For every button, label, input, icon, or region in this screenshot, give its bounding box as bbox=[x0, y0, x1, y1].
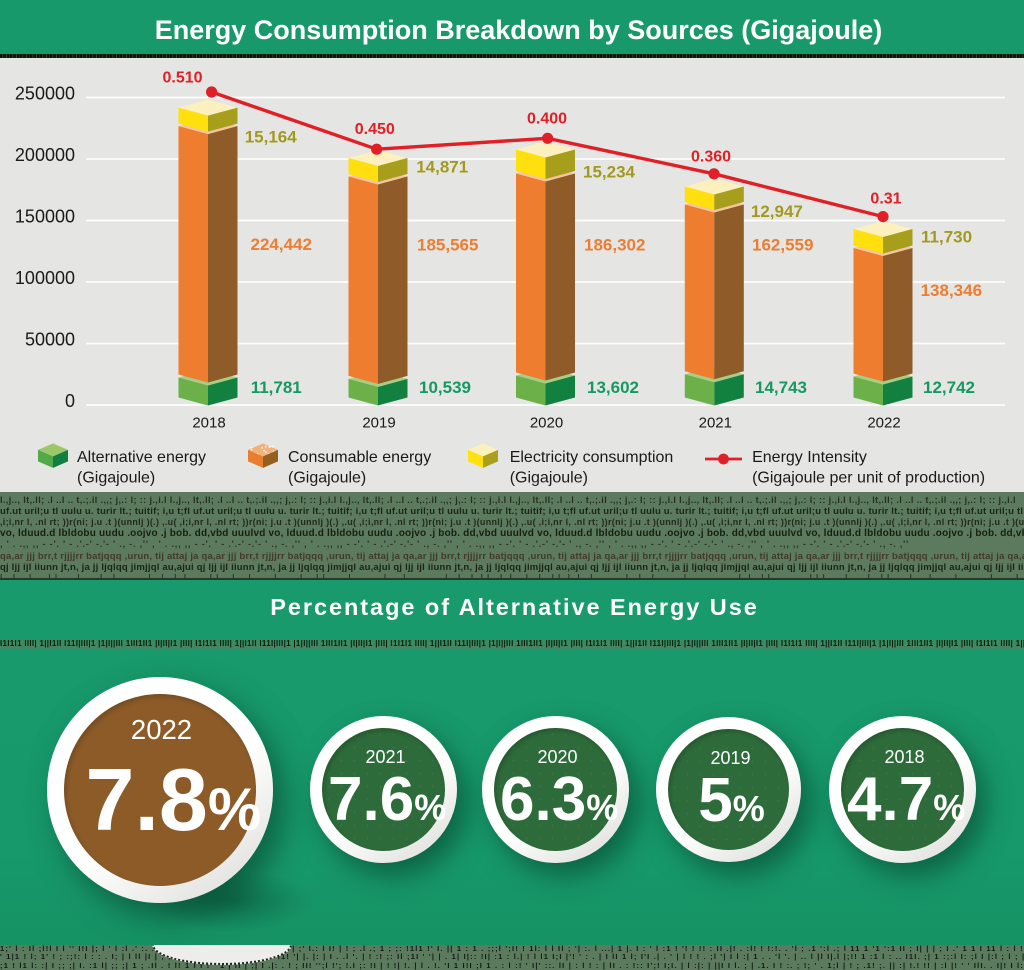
svg-text:2022: 2022 bbox=[867, 415, 900, 432]
svg-text:0.510: 0.510 bbox=[162, 70, 202, 87]
svg-text:138,346: 138,346 bbox=[921, 281, 982, 300]
svg-text:150000: 150000 bbox=[15, 207, 75, 227]
svg-text:11,730: 11,730 bbox=[921, 228, 972, 247]
svg-text:100000: 100000 bbox=[15, 268, 75, 288]
svg-text:Energy Intensity: Energy Intensity bbox=[752, 449, 867, 466]
svg-text:(Gigajoule): (Gigajoule) bbox=[510, 470, 588, 487]
svg-text:2020: 2020 bbox=[530, 415, 563, 432]
svg-text:185,565: 185,565 bbox=[417, 236, 478, 255]
svg-text:15,164: 15,164 bbox=[245, 127, 298, 146]
svg-text:0.31: 0.31 bbox=[870, 191, 901, 208]
svg-text:11,781: 11,781 bbox=[251, 378, 302, 397]
svg-text:162,559: 162,559 bbox=[752, 235, 813, 254]
svg-text:2018: 2018 bbox=[192, 415, 225, 432]
svg-text:0: 0 bbox=[65, 391, 75, 411]
svg-text:50000: 50000 bbox=[25, 330, 75, 350]
svg-text:(Gigajoule per unit of product: (Gigajoule per unit of production) bbox=[752, 470, 985, 487]
svg-text:(Gigajoule): (Gigajoule) bbox=[288, 470, 366, 487]
svg-text:186,302: 186,302 bbox=[584, 235, 645, 254]
svg-text:0.400: 0.400 bbox=[527, 111, 567, 128]
svg-text:Consumable energy: Consumable energy bbox=[288, 449, 431, 466]
svg-text:14,871: 14,871 bbox=[416, 157, 468, 176]
svg-text:12,947: 12,947 bbox=[751, 202, 803, 221]
svg-text:Alternative energy: Alternative energy bbox=[77, 449, 206, 466]
svg-text:0.360: 0.360 bbox=[691, 149, 731, 166]
svg-text:2019: 2019 bbox=[362, 415, 395, 432]
svg-text:10,539: 10,539 bbox=[419, 378, 471, 397]
svg-text:15,234: 15,234 bbox=[583, 163, 636, 182]
svg-text:12,742: 12,742 bbox=[923, 378, 975, 397]
svg-text:14,743: 14,743 bbox=[755, 378, 807, 397]
svg-text:13,602: 13,602 bbox=[587, 378, 639, 397]
svg-text:2021: 2021 bbox=[699, 415, 732, 432]
svg-text:250000: 250000 bbox=[15, 84, 75, 104]
svg-text:224,442: 224,442 bbox=[251, 235, 312, 254]
svg-text:(Gigajoule): (Gigajoule) bbox=[77, 470, 155, 487]
svg-text:Electricity consumption: Electricity consumption bbox=[510, 449, 674, 466]
svg-text:0.450: 0.450 bbox=[355, 121, 395, 138]
svg-text:200000: 200000 bbox=[15, 145, 75, 165]
